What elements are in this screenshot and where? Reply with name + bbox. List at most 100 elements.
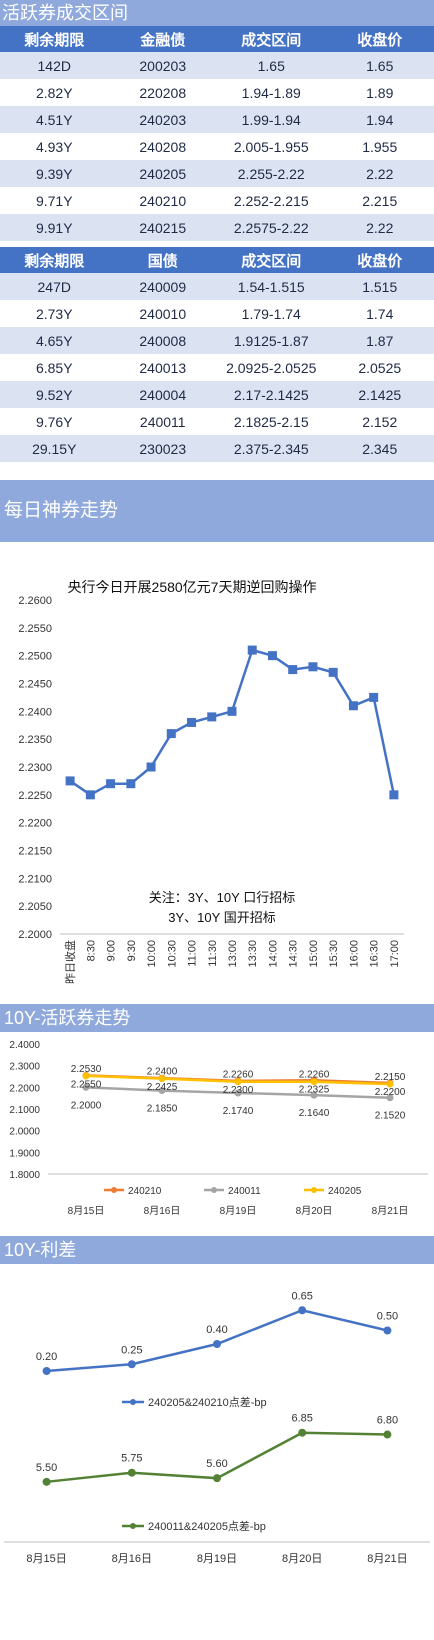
data-label: 2.2550 xyxy=(71,1079,102,1090)
data-point xyxy=(158,1075,166,1083)
table-cell: 2.0925-2.0525 xyxy=(217,354,326,381)
data-label: 5.75 xyxy=(121,1453,142,1465)
legend-label: 240210 xyxy=(128,1186,162,1197)
table-cell: 1.515 xyxy=(325,273,434,300)
10y-active-bond-chart: 1.8000 1.9000 2.0000 2.1000 2.2000 2.3000 2.40… xyxy=(9,1040,428,1217)
data-point xyxy=(42,1367,51,1375)
table-cell: 9.39Y xyxy=(0,160,109,187)
x-tick-label: 昨日收盘 xyxy=(63,940,77,984)
data-label: 2.2530 xyxy=(71,1064,102,1075)
financial-bond-table: 剩余期限 金融债 成交区间 收盘价 142D 200203 1.65 1.65 2.82Y 22… xyxy=(0,26,434,241)
table-cell: 2.0525 xyxy=(325,354,434,381)
x-tick-label: 15:30 xyxy=(328,940,340,968)
table-cell: 200203 xyxy=(108,52,217,79)
table-header-row: 剩余期限 金融债 成交区间 收盘价 xyxy=(0,26,434,52)
y-tick-label: 2.2300 xyxy=(18,762,52,774)
column-header: 国债 xyxy=(108,247,217,273)
table-cell: 1.9125-1.87 xyxy=(217,327,326,354)
table-cell: 29.15Y xyxy=(0,435,109,462)
data-label: 2.2325 xyxy=(299,1084,330,1095)
table-row: 9.71Y 240210 2.252-2.215 2.215 xyxy=(0,187,434,214)
data-point xyxy=(298,1428,307,1437)
x-tick-label: 8月21日 xyxy=(367,1553,407,1565)
x-tick-label: 16:30 xyxy=(369,940,381,968)
x-tick-label: 8月20日 xyxy=(282,1553,322,1565)
y-tick-label: 2.1000 xyxy=(9,1105,40,1116)
y-tick-label: 1.8000 xyxy=(9,1170,40,1181)
table-row: 9.39Y 240205 2.255-2.22 2.22 xyxy=(0,160,434,187)
table-cell: 1.94 xyxy=(325,106,434,133)
data-label: 0.20 xyxy=(36,1351,57,1363)
data-point xyxy=(234,1078,242,1086)
data-label: 2.2000 xyxy=(71,1100,102,1111)
legend-marker xyxy=(130,1399,136,1405)
y-tick-label: 2.2350 xyxy=(18,734,52,746)
table-row: 4.65Y 240008 1.9125-1.87 1.87 xyxy=(0,327,434,354)
table-cell: 9.52Y xyxy=(0,381,109,408)
x-tick-label: 14:00 xyxy=(267,940,279,968)
data-point xyxy=(386,1094,394,1102)
column-header: 成交区间 xyxy=(217,247,326,273)
table-cell: 1.79-1.74 xyxy=(217,300,326,327)
data-point xyxy=(247,645,257,655)
table-cell: 240215 xyxy=(108,214,217,241)
data-label: 0.25 xyxy=(121,1344,142,1356)
y-tick-label: 2.2150 xyxy=(18,846,52,858)
table-cell: 247D xyxy=(0,273,109,300)
column-header: 收盘价 xyxy=(325,247,434,273)
column-header: 剩余期限 xyxy=(0,247,109,273)
table-cell: 2.2575-2.22 xyxy=(217,214,326,241)
table-cell: 2.82Y xyxy=(0,79,109,106)
legend-marker xyxy=(211,1187,217,1193)
table-cell: 1.89 xyxy=(325,79,434,106)
table-row: 6.85Y 240013 2.0925-2.0525 2.0525 xyxy=(0,354,434,381)
data-point xyxy=(85,790,95,800)
data-point xyxy=(369,692,379,702)
table-cell: 1.74 xyxy=(325,300,434,327)
chart-annotation: 3Y、10Y 国开招标 xyxy=(168,910,275,925)
table-cell: 1.65 xyxy=(217,52,326,79)
data-point xyxy=(310,1078,318,1086)
table-row: 4.51Y 240203 1.99-1.94 1.94 xyxy=(0,106,434,133)
data-label: 2.2260 xyxy=(223,1070,254,1081)
data-point xyxy=(166,729,176,739)
y-tick-label: 2.2050 xyxy=(18,901,52,913)
y-tick-label: 2.4000 xyxy=(9,1040,40,1051)
table-cell: 2.255-2.22 xyxy=(217,160,326,187)
table-row: 4.93Y 240208 2.005-1.955 1.955 xyxy=(0,133,434,160)
x-tick-label: 13:00 xyxy=(227,940,239,968)
x-tick-label: 8月19日 xyxy=(197,1553,237,1565)
table-cell: 2.22 xyxy=(325,214,434,241)
data-label: 6.85 xyxy=(291,1413,312,1425)
table-cell: 2.375-2.345 xyxy=(217,435,326,462)
data-label: 2.1850 xyxy=(147,1104,178,1115)
x-tick-label: 8月15日 xyxy=(26,1553,66,1565)
table-cell: 230023 xyxy=(108,435,217,462)
table-cell: 2.17-2.1425 xyxy=(217,381,326,408)
series-line xyxy=(69,648,396,797)
data-point xyxy=(42,1477,51,1486)
table-cell: 240210 xyxy=(108,187,217,214)
x-tick-label: 16:00 xyxy=(348,940,360,968)
data-point xyxy=(213,1474,221,1483)
table-cell: 240011 xyxy=(108,408,217,435)
data-point xyxy=(234,1089,242,1097)
y-tick-label: 2.2600 xyxy=(18,595,52,607)
x-tick-label: 15:00 xyxy=(308,940,320,968)
table-row: 29.15Y 230023 2.375-2.345 2.345 xyxy=(0,435,434,462)
data-label: 0.40 xyxy=(206,1324,227,1336)
y-tick-label: 2.3000 xyxy=(9,1062,40,1073)
table-cell: 2.73Y xyxy=(0,300,109,327)
table-cell: 2.215 xyxy=(325,187,434,214)
legend-marker xyxy=(311,1187,317,1193)
table-cell: 2.22 xyxy=(325,160,434,187)
table-cell: 1.54-1.515 xyxy=(217,273,326,300)
table-header-row: 剩余期限 国债 成交区间 收盘价 xyxy=(0,247,434,273)
data-point xyxy=(348,701,358,711)
data-point xyxy=(65,776,75,786)
table-row: 247D 240009 1.54-1.515 1.515 xyxy=(0,273,434,300)
data-point xyxy=(383,1430,392,1439)
data-point xyxy=(106,779,116,789)
table-cell: 240013 xyxy=(108,354,217,381)
data-point xyxy=(158,1087,166,1095)
